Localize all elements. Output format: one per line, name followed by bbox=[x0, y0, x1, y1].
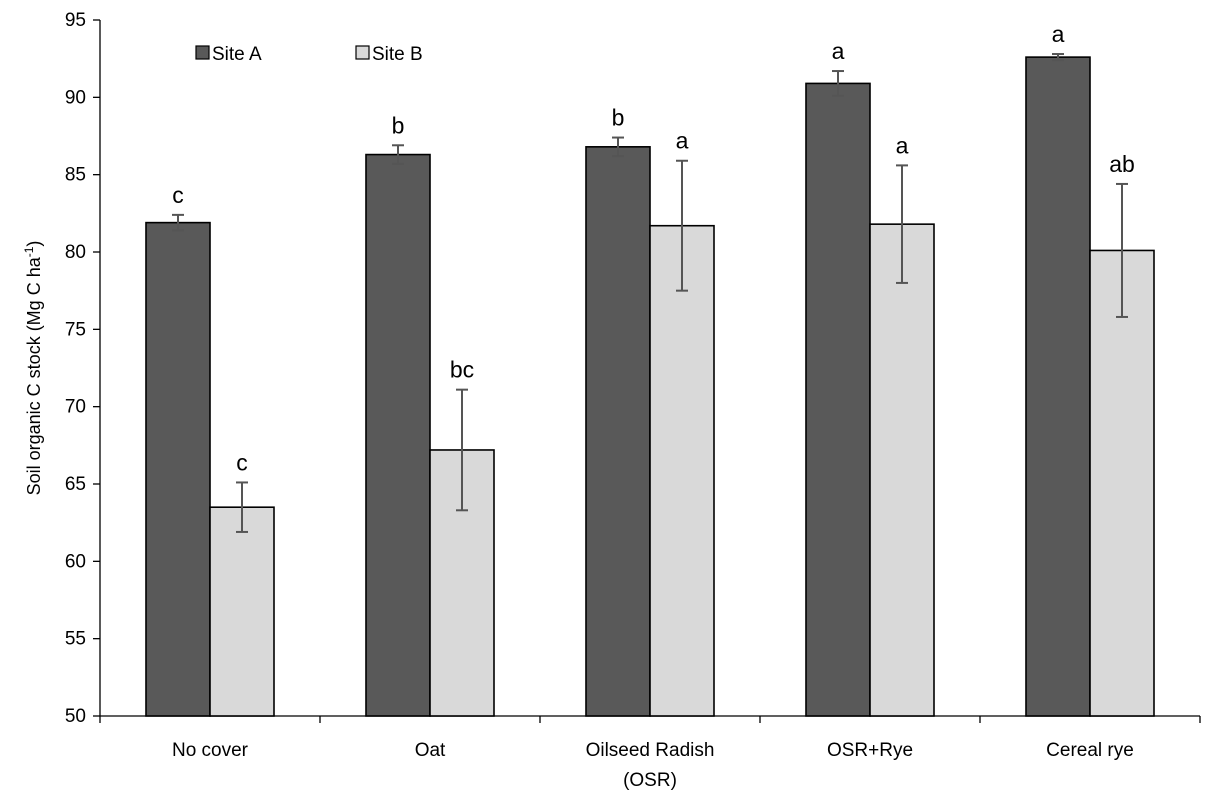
y-tick-label: 60 bbox=[65, 551, 86, 572]
y-tick-label: 55 bbox=[65, 629, 86, 650]
significance-label: b bbox=[392, 112, 405, 138]
bar-site-b bbox=[1089, 249, 1155, 717]
significance-label: a bbox=[896, 132, 909, 158]
bar-site-b bbox=[869, 223, 935, 717]
significance-label: c bbox=[236, 449, 248, 475]
bar-site-b bbox=[649, 224, 715, 717]
y-tick-label: 90 bbox=[65, 87, 86, 108]
y-axis-label-close: ) bbox=[24, 241, 44, 247]
y-tick-label: 50 bbox=[65, 706, 86, 727]
significance-label: b bbox=[612, 105, 625, 131]
error-bars bbox=[172, 53, 1128, 533]
y-axis-label-sup: -1 bbox=[22, 246, 36, 257]
significance-label: bc bbox=[450, 357, 474, 383]
legend-swatch-site-a bbox=[195, 45, 210, 60]
y-tick-label: 65 bbox=[65, 474, 86, 495]
x-category-label: Oilseed Radish bbox=[586, 740, 715, 761]
significance-label: a bbox=[1052, 21, 1065, 47]
svg-text:Soil organic C stock (Mg C ha: Soil organic C stock (Mg C ha-1) bbox=[22, 241, 44, 496]
y-tick-label: 70 bbox=[65, 397, 86, 418]
bar-site-a bbox=[1025, 56, 1091, 717]
y-tick-label: 80 bbox=[65, 242, 86, 263]
significance-label: ab bbox=[1109, 151, 1135, 177]
significance-label: a bbox=[832, 38, 845, 64]
legend-label: Site B bbox=[372, 44, 423, 65]
legend: Site A Site B bbox=[195, 44, 423, 65]
bar-site-a bbox=[365, 153, 431, 717]
bar-site-a bbox=[805, 82, 871, 717]
bars bbox=[145, 56, 1155, 717]
bar-site-a bbox=[585, 146, 651, 717]
y-axis-label-main: Soil organic C stock (Mg C ha bbox=[24, 256, 44, 495]
x-category-label: Oat bbox=[415, 740, 446, 761]
bar-site-b bbox=[209, 506, 275, 717]
x-category-label: (OSR) bbox=[623, 770, 677, 791]
y-tick-label: 95 bbox=[65, 10, 86, 31]
y-tick-label: 75 bbox=[65, 319, 86, 340]
bar-site-a bbox=[145, 221, 211, 717]
y-axis-label: Soil organic C stock (Mg C ha-1) bbox=[22, 241, 44, 496]
significance-label: c bbox=[172, 182, 184, 208]
legend-label: Site A bbox=[212, 44, 262, 65]
legend-swatch-site-b bbox=[355, 45, 370, 60]
significance-label: a bbox=[676, 128, 689, 154]
x-category-label: Cereal rye bbox=[1046, 740, 1134, 761]
y-tick-label: 85 bbox=[65, 165, 86, 186]
axes: 50 55 60 65 70 75 80 85 90 95 No cover Oat Oilseed R… bbox=[65, 10, 1201, 791]
x-category-label: No cover bbox=[172, 740, 249, 761]
significance-labels: c b b a a c bc a a ab bbox=[172, 21, 1135, 475]
x-category-label: OSR+Rye bbox=[827, 740, 913, 761]
